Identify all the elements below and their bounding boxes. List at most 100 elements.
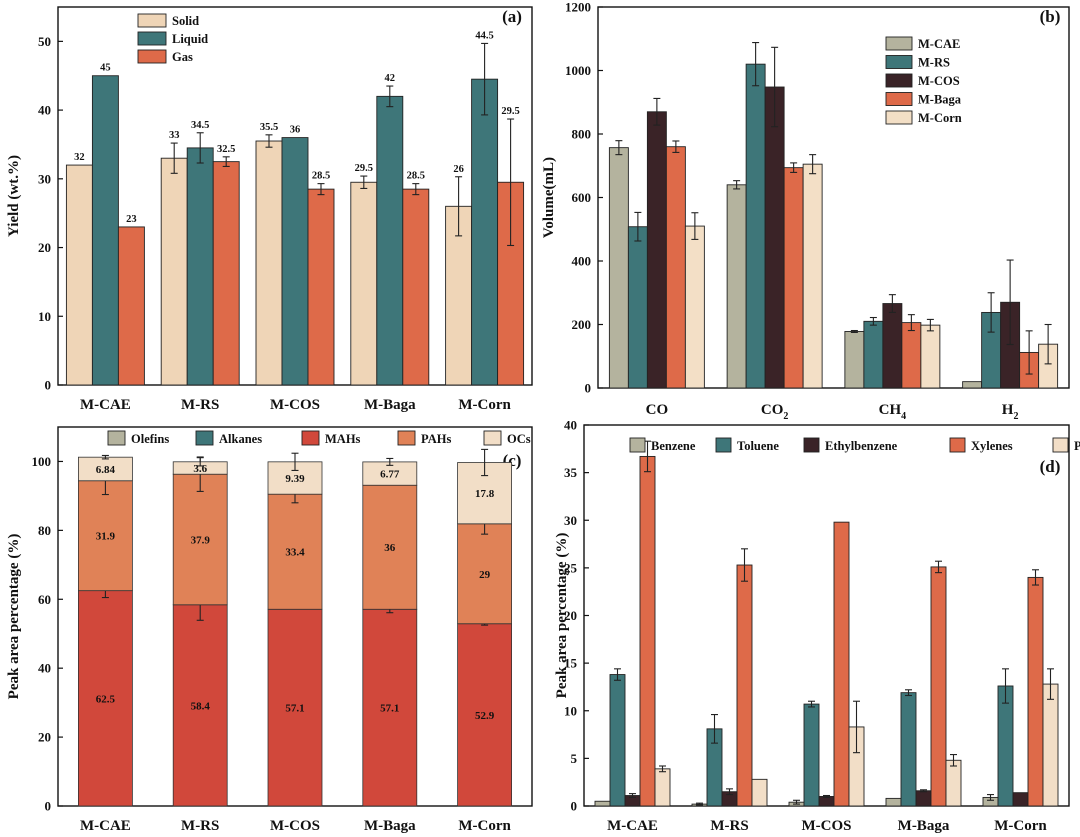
panel-b-bar-m-cae-1: [726, 184, 747, 389]
panel-b-bar-m-corn-1: [802, 163, 823, 389]
panel-d-error-bar: [711, 714, 718, 744]
panel-a-ytick-label: 50: [38, 34, 51, 49]
panel-b-ytick-label: 0: [585, 381, 592, 396]
panel-c-segment-label: 57.1: [285, 703, 304, 715]
panel-d-legend-label: Ethylbenzene: [825, 439, 898, 453]
panel-d-frame: [583, 424, 1070, 807]
panel-a-bar-liquid-0: [91, 75, 119, 386]
panel-b-bar-m-baga-1: [783, 167, 804, 389]
panel-c-segment-label: 52.9: [475, 710, 495, 722]
panel-c-segment-mahs-3: [362, 608, 418, 807]
panel-c-ytick-label: 0: [45, 799, 52, 814]
panel-c-legend-label: PAHs: [421, 432, 451, 446]
panel-b-bar-m-baga-0: [665, 146, 686, 389]
panel-c-legend-swatch: [195, 430, 214, 446]
panel-b-error-bar: [850, 329, 858, 333]
panel-b-ytick-label: 600: [572, 190, 592, 205]
panel-b-legend-swatch: [885, 36, 913, 51]
panel-c-ytick-label: 100: [32, 454, 52, 469]
panel-c-segment-label: 3.6: [193, 463, 207, 475]
panel-d-bar-xylenes-2: [833, 521, 850, 807]
panel-b-error-bar: [1006, 259, 1014, 346]
panel-d-error-bar: [726, 788, 733, 796]
panel-c-legend-label: OCs: [507, 432, 531, 446]
panel-c-ylabel: Peak area percentage (%): [6, 534, 22, 700]
panel-c-ytick-label: 60: [38, 592, 51, 607]
panel-b-bar-m-rs-2: [863, 320, 884, 389]
panel-d-legend-swatch: [1052, 437, 1069, 453]
panel-a-data-label: 44.5: [475, 30, 493, 41]
panel-d-error-bar: [823, 794, 830, 798]
panel-a-bar-gas-3: [402, 188, 430, 386]
panel-a-bar-gas-1: [212, 161, 240, 386]
panel-a-category-label: M-COS: [270, 397, 320, 413]
panel-d-legend-swatch: [949, 437, 966, 453]
panel-a-category-label: M-Corn: [458, 397, 511, 413]
panel-a-category-label: M-RS: [181, 397, 219, 413]
panel-c-ytick-label: 20: [38, 730, 51, 745]
panel-d-legend-label: Xylenes: [971, 439, 1013, 453]
panel-d-ylabel: Peak area percentage (%): [554, 533, 570, 699]
panel-b-bar-m-cae-2: [844, 331, 865, 389]
panel-b-ytick-label: 400: [572, 254, 592, 269]
panel-c-legend-swatch: [483, 430, 502, 446]
panel-b-ytick-label: 1000: [565, 63, 591, 78]
panel-d-tag: (d): [1040, 457, 1061, 476]
panel-d-ytick-label: 40: [564, 418, 577, 433]
panel-d-category-label: M-CAE: [607, 818, 658, 834]
panel-b-error-bar: [733, 180, 741, 190]
panel-a-data-label: 26: [453, 164, 464, 175]
panel-a-legend-swatch: [137, 31, 167, 46]
panel-b-error-bar: [691, 212, 699, 240]
panel-b-legend: M-CAE M-RS M-COS M-Baga M-Corn: [885, 36, 962, 125]
panel-a-data-label: 32: [74, 152, 85, 163]
panel-a-legend-label: Liquid: [172, 32, 208, 46]
panel-b-tag: (b): [1040, 7, 1061, 26]
panel-a-error-bar: [455, 176, 463, 237]
panel-a-error-bar: [386, 85, 394, 108]
panel-b-error-bar: [672, 140, 680, 153]
panel-b-legend-label: M-CAE: [918, 37, 960, 51]
panel-d-bar-benzene-3: [885, 797, 902, 807]
panel-d-bar-xylenes-0: [639, 455, 656, 807]
panel-a-data-label: 42: [385, 73, 396, 84]
panel-b-error-bar: [809, 154, 817, 175]
panel-c-segment-label: 57.1: [380, 703, 399, 715]
panel-a-bar-solid-1: [160, 157, 188, 386]
panel-d-legend-swatch: [629, 437, 646, 453]
panel-b-axes: 0 200 400 600 800 1000 1200 Volume(mL) (b): [541, 0, 1070, 396]
panel-a-error-bar: [412, 183, 420, 196]
panel-c-error-bar: [196, 457, 204, 467]
panel-d-bar-phenols-3: [945, 759, 962, 807]
panel-c-segment-label: 31.9: [96, 531, 116, 543]
panel-a-bar-solid-3: [350, 181, 378, 386]
panel-b-ylabel: Volume(mL): [541, 157, 557, 238]
panel-c-segment-label: 33.4: [285, 547, 305, 559]
panel-c-error-bar: [291, 452, 299, 471]
panel-b-bar-m-rs-1: [745, 63, 766, 389]
panel-c-category-label: M-RS: [181, 818, 219, 834]
panel-a-data-label: 45: [100, 63, 111, 74]
panel-d-legend-label: Benzene: [651, 439, 696, 453]
panel-d-ytick-label: 15: [564, 656, 578, 671]
panel-b-category-label: H2: [1002, 402, 1019, 422]
panel-a-legend: Solid Liquid Gas: [137, 13, 208, 64]
panel-d-bar-phenols-4: [1042, 683, 1059, 807]
panel-a-category-label: M-CAE: [80, 397, 131, 413]
panel-d-bar-phenols-0: [654, 768, 671, 807]
panel-b-legend-swatch: [885, 92, 913, 106]
panel-c-segment-label: 58.4: [191, 700, 211, 712]
panel-a-data-label: 32.5: [217, 144, 235, 155]
panel-d-error-bar: [935, 560, 942, 574]
panel-a-data-label: 29.5: [501, 106, 519, 117]
panel-d-ytick-label: 0: [571, 799, 578, 814]
panel-a-error-bar: [170, 142, 178, 174]
panel-a-bar-liquid-4: [471, 78, 499, 386]
panel-b-error-bar: [1044, 323, 1052, 365]
panel-d-legend-label: Phenols: [1074, 439, 1080, 453]
panel-d-error-bar: [1032, 569, 1039, 586]
panel-d-category-label: M-Corn: [994, 818, 1047, 834]
panel-c-legend-swatch: [301, 430, 320, 446]
panel-d-error-bar: [793, 799, 800, 805]
panel-a-bar-liquid-2: [281, 137, 309, 386]
